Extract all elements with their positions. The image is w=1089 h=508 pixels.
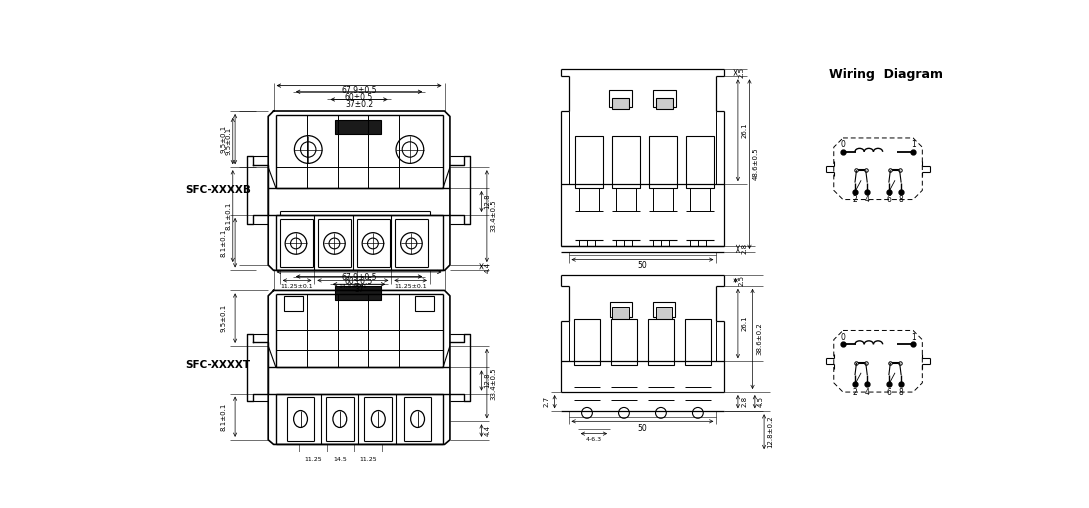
Text: 48.6±0.5: 48.6±0.5 — [752, 148, 759, 180]
Bar — [649, 136, 677, 188]
Text: 2.7: 2.7 — [543, 396, 550, 407]
Bar — [685, 319, 711, 365]
Text: 14.5: 14.5 — [333, 457, 347, 462]
Text: 9.5±0.1: 9.5±0.1 — [221, 124, 227, 153]
Bar — [657, 98, 673, 109]
Text: 33.4±0.5: 33.4±0.5 — [490, 367, 497, 400]
Text: 33.4±0.5: 33.4±0.5 — [490, 200, 497, 232]
Text: 4.5: 4.5 — [758, 396, 764, 407]
Text: 4: 4 — [865, 388, 870, 397]
Text: 11.25: 11.25 — [359, 457, 377, 462]
Text: 37±0.2: 37±0.2 — [345, 101, 374, 109]
Text: 6: 6 — [886, 388, 891, 397]
Bar — [612, 136, 640, 188]
Text: 9.5±0.1: 9.5±0.1 — [221, 304, 227, 332]
Text: 8: 8 — [898, 388, 904, 397]
Text: 11.25±0.1: 11.25±0.1 — [280, 284, 313, 289]
Text: 60±0.5: 60±0.5 — [345, 92, 374, 102]
Text: 8.1±0.1: 8.1±0.1 — [225, 202, 231, 230]
Bar — [612, 307, 629, 319]
Bar — [611, 319, 637, 365]
Text: 9.5±0.1: 9.5±0.1 — [225, 127, 231, 155]
Text: 12.8: 12.8 — [485, 373, 491, 388]
Text: 26.1: 26.1 — [742, 122, 747, 138]
Bar — [612, 98, 628, 109]
Bar — [609, 90, 632, 107]
Text: 2: 2 — [853, 388, 857, 397]
Bar — [335, 120, 381, 134]
Bar — [335, 286, 381, 300]
Text: 2: 2 — [853, 195, 857, 204]
Bar — [653, 302, 675, 318]
Bar — [686, 136, 714, 188]
Text: 8: 8 — [898, 195, 904, 204]
Text: 14.5±0.1: 14.5±0.1 — [339, 284, 367, 289]
Text: 12.8: 12.8 — [485, 193, 491, 209]
Text: 2.8: 2.8 — [742, 396, 747, 407]
Text: Wiring  Diagram: Wiring Diagram — [829, 68, 943, 81]
Text: 37: 37 — [354, 285, 364, 294]
Bar — [656, 307, 672, 319]
Text: 2.5: 2.5 — [738, 67, 745, 78]
Bar — [575, 136, 603, 188]
Text: 50: 50 — [637, 261, 647, 270]
Text: 1: 1 — [910, 140, 916, 149]
Text: 0: 0 — [841, 140, 845, 149]
Text: 4.4: 4.4 — [485, 425, 491, 436]
Text: 6: 6 — [886, 195, 891, 204]
Bar — [610, 302, 632, 318]
Text: 50: 50 — [637, 424, 647, 433]
Text: 11.25: 11.25 — [304, 457, 321, 462]
Text: 60±0.5: 60±0.5 — [345, 277, 374, 287]
Text: 67.9±0.5: 67.9±0.5 — [341, 86, 377, 96]
Bar — [574, 319, 600, 365]
Bar — [653, 90, 676, 107]
Text: 12.8±0.2: 12.8±0.2 — [768, 415, 773, 448]
Text: 38.6±0.2: 38.6±0.2 — [757, 323, 762, 355]
Text: 4: 4 — [865, 195, 870, 204]
Bar — [415, 296, 433, 311]
Text: 0: 0 — [841, 333, 845, 342]
Text: 2.8: 2.8 — [742, 243, 747, 255]
Text: 8.1±0.1: 8.1±0.1 — [221, 402, 227, 431]
Text: 26.1: 26.1 — [742, 315, 747, 331]
Text: 67.9±0.5: 67.9±0.5 — [341, 273, 377, 282]
Text: 8.1±0.1: 8.1±0.1 — [221, 229, 227, 257]
Text: SFC-XXXXB: SFC-XXXXB — [185, 185, 250, 195]
Text: 11.25±0.1: 11.25±0.1 — [394, 284, 427, 289]
Text: 2.5: 2.5 — [738, 275, 745, 286]
Text: 4-6.3: 4-6.3 — [586, 437, 602, 442]
Text: 1: 1 — [910, 333, 916, 342]
Text: SFC-XXXXT: SFC-XXXXT — [185, 360, 250, 370]
Bar — [648, 319, 674, 365]
Text: 4.4: 4.4 — [485, 262, 491, 273]
Bar — [283, 296, 303, 311]
